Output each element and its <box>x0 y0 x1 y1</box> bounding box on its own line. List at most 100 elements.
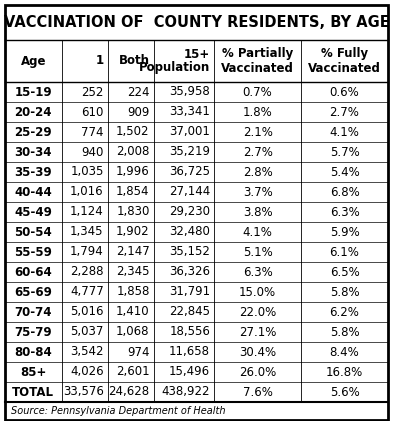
Text: 20-24: 20-24 <box>15 106 52 118</box>
Text: 5.9%: 5.9% <box>330 226 360 239</box>
Text: 1,410: 1,410 <box>116 306 150 319</box>
Text: 3.7%: 3.7% <box>243 186 272 198</box>
Text: 15-19: 15-19 <box>15 85 52 99</box>
Text: 35-39: 35-39 <box>15 165 52 179</box>
Text: 6.2%: 6.2% <box>330 306 360 319</box>
Text: 6.1%: 6.1% <box>330 245 360 258</box>
Text: 2.7%: 2.7% <box>330 106 360 118</box>
Text: 31,791: 31,791 <box>169 285 210 298</box>
Text: 1,502: 1,502 <box>116 125 150 139</box>
Text: 1,068: 1,068 <box>116 325 150 338</box>
Text: 37,001: 37,001 <box>169 125 210 139</box>
Text: 5.4%: 5.4% <box>330 165 360 179</box>
Text: 29,230: 29,230 <box>169 205 210 218</box>
Text: 50-54: 50-54 <box>15 226 52 239</box>
Text: Source: Pennsylvania Department of Health: Source: Pennsylvania Department of Healt… <box>11 406 226 416</box>
Text: 30.4%: 30.4% <box>239 346 276 359</box>
Text: 1: 1 <box>95 54 104 67</box>
Text: 1,016: 1,016 <box>70 186 104 198</box>
Text: 24,628: 24,628 <box>108 386 150 399</box>
Text: 909: 909 <box>127 106 150 118</box>
Text: 25-29: 25-29 <box>15 125 52 139</box>
Text: 35,152: 35,152 <box>169 245 210 258</box>
Text: 75-79: 75-79 <box>15 325 52 338</box>
Text: 2,147: 2,147 <box>116 245 150 258</box>
Text: 6.8%: 6.8% <box>330 186 360 198</box>
Text: 2.8%: 2.8% <box>243 165 272 179</box>
Text: 18,556: 18,556 <box>169 325 210 338</box>
Text: 1,345: 1,345 <box>70 226 104 239</box>
Text: 4,777: 4,777 <box>70 285 104 298</box>
Text: 8.4%: 8.4% <box>330 346 360 359</box>
Text: 36,725: 36,725 <box>169 165 210 179</box>
Text: 1,830: 1,830 <box>116 205 150 218</box>
Text: 438,922: 438,922 <box>162 386 210 399</box>
Text: 1,794: 1,794 <box>70 245 104 258</box>
Text: 32,480: 32,480 <box>169 226 210 239</box>
Text: 3.8%: 3.8% <box>243 205 272 218</box>
Text: 27.1%: 27.1% <box>239 325 276 338</box>
Text: 85+: 85+ <box>20 365 46 378</box>
Text: 6.3%: 6.3% <box>330 205 360 218</box>
Text: 3,542: 3,542 <box>70 346 104 359</box>
Text: 2,288: 2,288 <box>70 266 104 279</box>
Text: 30-34: 30-34 <box>15 146 52 158</box>
Text: 6.3%: 6.3% <box>243 266 272 279</box>
Text: 0.6%: 0.6% <box>330 85 360 99</box>
Text: Age: Age <box>20 54 46 67</box>
Text: 60-64: 60-64 <box>15 266 52 279</box>
Text: 5,037: 5,037 <box>70 325 104 338</box>
Text: 22.0%: 22.0% <box>239 306 276 319</box>
Text: 70-74: 70-74 <box>15 306 52 319</box>
Text: % Partially: % Partially <box>222 48 293 61</box>
Text: 224: 224 <box>127 85 150 99</box>
Text: 15.0%: 15.0% <box>239 285 276 298</box>
Text: 252: 252 <box>81 85 104 99</box>
Text: 26.0%: 26.0% <box>239 365 276 378</box>
Text: 774: 774 <box>81 125 104 139</box>
Text: 6.5%: 6.5% <box>330 266 360 279</box>
Text: 2.7%: 2.7% <box>242 146 272 158</box>
Text: 15,496: 15,496 <box>169 365 210 378</box>
Text: 36,326: 36,326 <box>169 266 210 279</box>
Text: 7.6%: 7.6% <box>242 386 272 399</box>
Text: Vaccinated: Vaccinated <box>308 61 381 75</box>
Text: 2,345: 2,345 <box>116 266 150 279</box>
Text: 5.7%: 5.7% <box>330 146 360 158</box>
Text: 1,996: 1,996 <box>116 165 150 179</box>
Text: 4.1%: 4.1% <box>330 125 360 139</box>
Text: 5.8%: 5.8% <box>330 325 359 338</box>
Text: 5,016: 5,016 <box>70 306 104 319</box>
Text: 940: 940 <box>81 146 104 158</box>
Text: VACCINATION OF  COUNTY RESIDENTS, BY AGE: VACCINATION OF COUNTY RESIDENTS, BY AGE <box>4 15 389 30</box>
Text: 2,601: 2,601 <box>116 365 150 378</box>
Text: 1.8%: 1.8% <box>243 106 272 118</box>
Text: TOTAL: TOTAL <box>12 386 54 399</box>
Text: 33,576: 33,576 <box>63 386 104 399</box>
Text: 33,341: 33,341 <box>169 106 210 118</box>
Text: 4.1%: 4.1% <box>242 226 272 239</box>
Text: 974: 974 <box>127 346 150 359</box>
Text: 5.6%: 5.6% <box>330 386 360 399</box>
Text: 1,854: 1,854 <box>116 186 150 198</box>
Text: 35,219: 35,219 <box>169 146 210 158</box>
Text: 1,858: 1,858 <box>116 285 150 298</box>
Text: 65-69: 65-69 <box>15 285 52 298</box>
Text: 0.7%: 0.7% <box>243 85 272 99</box>
Text: 1,035: 1,035 <box>70 165 104 179</box>
Text: 15+: 15+ <box>184 48 210 61</box>
Text: 27,144: 27,144 <box>169 186 210 198</box>
Text: 4,026: 4,026 <box>70 365 104 378</box>
Text: 22,845: 22,845 <box>169 306 210 319</box>
Text: 2,008: 2,008 <box>116 146 150 158</box>
Text: 11,658: 11,658 <box>169 346 210 359</box>
Text: 1,124: 1,124 <box>70 205 104 218</box>
Text: 80-84: 80-84 <box>15 346 52 359</box>
Text: 35,958: 35,958 <box>169 85 210 99</box>
Text: 16.8%: 16.8% <box>326 365 363 378</box>
Text: 2.1%: 2.1% <box>242 125 272 139</box>
Text: 5.8%: 5.8% <box>330 285 359 298</box>
Text: Population: Population <box>139 61 210 75</box>
Text: Vaccinated: Vaccinated <box>221 61 294 75</box>
Text: 610: 610 <box>81 106 104 118</box>
